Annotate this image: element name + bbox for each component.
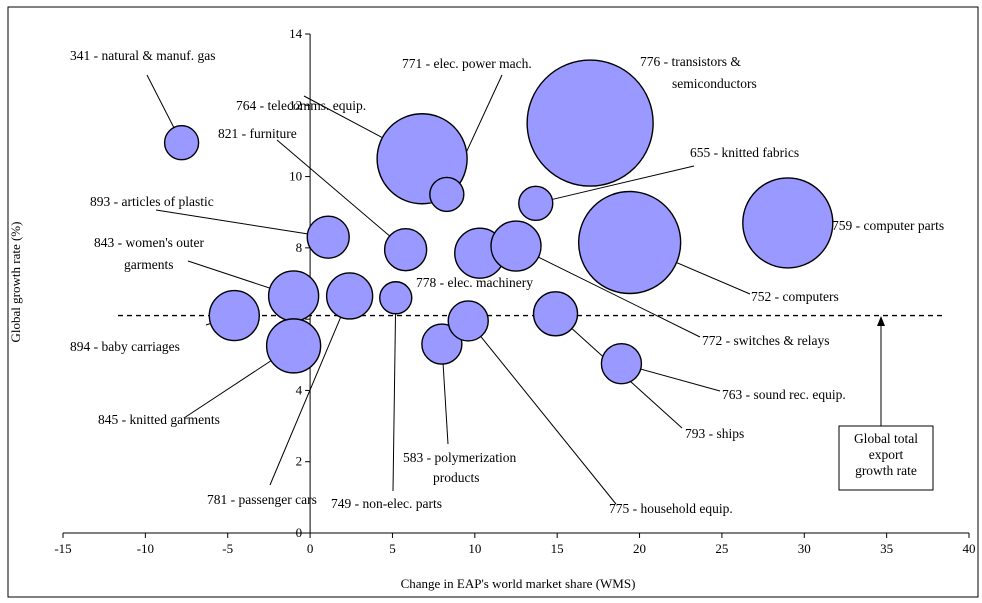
bubble-label: 778 - elec. machinery [416, 275, 533, 290]
bubble-label: 771 - elec. power mach. [402, 56, 532, 71]
bubble-label: 752 - computers [751, 289, 839, 304]
bubble [447, 300, 489, 342]
bubble-label: 781 - passenger cars [207, 492, 317, 507]
bubble-label: 764 - telecomms. equip. [236, 98, 366, 113]
x-tick-label: 15 [551, 541, 564, 556]
annotation-arrow-head [877, 316, 885, 326]
y-axis-title: Global growth rate (%) [8, 222, 23, 343]
bubble-label: 845 - knitted garments [98, 412, 220, 427]
bubble [577, 190, 682, 295]
bubble-label: 583 - polymerization products [403, 450, 516, 485]
bubble-label: 655 - knitted fabrics [690, 145, 799, 160]
leader-line [467, 320, 617, 505]
leader-line [276, 139, 406, 251]
leader-line [515, 245, 701, 338]
y-tick-label: 12 [289, 97, 302, 112]
bubble-label: 759 - computer parts [832, 218, 944, 233]
x-tick-label: 35 [880, 541, 893, 556]
bubble [742, 177, 834, 269]
bubble [163, 125, 200, 161]
bubble [208, 289, 261, 342]
y-tick-label: 0 [296, 525, 303, 540]
x-tick-label: 0 [307, 541, 314, 556]
y-tick-label: 8 [296, 240, 303, 255]
x-axis-title: Change in EAP's world market share (WMS) [401, 576, 636, 591]
chart-border [7, 6, 979, 598]
y-tick-label: 14 [289, 26, 303, 41]
bubble [325, 272, 374, 320]
x-tick-label: 40 [963, 541, 976, 556]
x-tick-label: 5 [389, 541, 396, 556]
bubble [518, 185, 554, 222]
bubble-label: 793 - ships [685, 426, 744, 441]
bubble-label: 772 - switches & relays [702, 333, 829, 348]
bubble-label: 843 - women's outer garments [94, 235, 205, 272]
bubble-label: 763 - sound rec. equip. [722, 387, 846, 402]
leader-line [392, 297, 397, 492]
bubble-label: 894 - baby carriages [70, 339, 180, 354]
bubble [429, 176, 465, 213]
x-tick-label: 20 [633, 541, 646, 556]
bubble-label: 776 - transistors & semiconductors [640, 54, 757, 91]
bubble-label: 341 - natural & manuf. gas [70, 48, 215, 63]
bubble [383, 227, 428, 272]
bubble-label: 749 - non-elec. parts [331, 496, 442, 511]
y-tick-label: 4 [296, 382, 303, 397]
bubble-label: 893 - articles of plastic [90, 194, 214, 209]
bubble [526, 59, 654, 187]
annotation-text-line: Global total [854, 431, 918, 446]
y-tick-label: 2 [296, 454, 303, 469]
bubble [600, 342, 643, 385]
leader-line [535, 165, 695, 204]
annotation-text-line: export [869, 447, 904, 462]
bubble [306, 215, 350, 259]
bubble [490, 220, 542, 272]
bubble-label: 775 - household equip. [609, 501, 733, 516]
bubble-label: 821 - furniture [218, 126, 297, 141]
annotation-text-line: growth rate [855, 463, 917, 478]
bubble [532, 291, 579, 337]
leader-line [269, 295, 351, 486]
x-tick-label: -15 [54, 541, 71, 556]
y-tick-label: 10 [289, 169, 302, 184]
annotation-box [838, 425, 934, 491]
bubble [379, 281, 413, 315]
x-tick-label: 10 [468, 541, 481, 556]
x-tick-label: -5 [222, 541, 233, 556]
bubble [265, 318, 322, 374]
leader-line [155, 209, 329, 238]
x-tick-label: 25 [715, 541, 728, 556]
x-tick-label: -10 [137, 541, 154, 556]
x-tick-label: 30 [798, 541, 811, 556]
bubble [421, 323, 463, 365]
bubble [267, 270, 320, 322]
